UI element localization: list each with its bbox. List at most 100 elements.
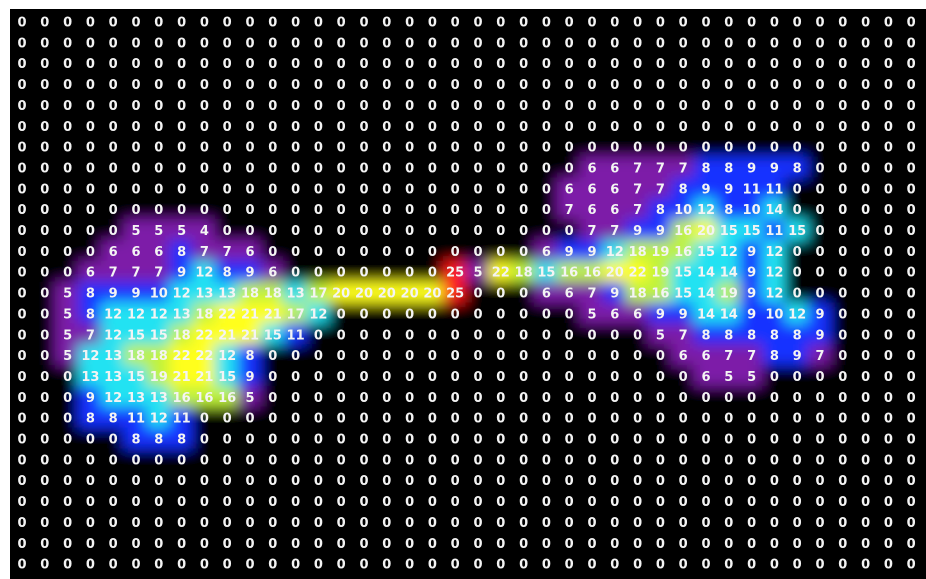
heat-cell — [876, 177, 901, 201]
cell-value: 0 — [177, 16, 186, 31]
cell-value: 0 — [428, 391, 437, 406]
heat-cell — [283, 177, 308, 201]
cell-value: 0 — [815, 287, 824, 302]
cell-value: 0 — [223, 16, 232, 31]
heat-cell — [351, 177, 377, 201]
cell-value: 0 — [314, 328, 323, 343]
heat-cell — [807, 406, 833, 430]
cell-value: 0 — [793, 57, 802, 72]
heat-cell — [556, 93, 582, 117]
heat-cell — [100, 344, 126, 368]
cell-value: 11 — [127, 412, 145, 427]
cell-value: 0 — [382, 495, 391, 510]
heat-cell — [534, 552, 559, 576]
cell-value: 0 — [154, 78, 163, 93]
cell-value: 0 — [565, 412, 574, 427]
cell-value: 0 — [701, 558, 710, 573]
heat-cell — [192, 281, 217, 305]
heat-cell — [420, 448, 445, 472]
cell-value: 0 — [131, 537, 140, 552]
cell-value: 0 — [542, 57, 551, 72]
cell-value: 0 — [610, 99, 619, 114]
cell-value: 0 — [154, 141, 163, 156]
cell-value: 7 — [154, 266, 163, 281]
cell-value: 0 — [17, 266, 26, 281]
heat-cell — [442, 73, 468, 96]
heat-cell — [260, 156, 286, 180]
cell-value: 6 — [633, 307, 642, 322]
cell-value: 0 — [861, 78, 870, 93]
cell-value: 13 — [150, 391, 168, 406]
heat-cell — [784, 260, 810, 284]
cell-value: 6 — [86, 266, 95, 281]
heat-cell — [739, 73, 764, 96]
cell-value: 0 — [884, 203, 893, 218]
cell-value: 0 — [838, 120, 847, 135]
heat-cell — [579, 73, 605, 96]
cell-value: 0 — [223, 57, 232, 72]
heat-cell — [260, 510, 286, 534]
cell-value: 4 — [200, 224, 209, 239]
cell-value: 0 — [793, 287, 802, 302]
heat-cell — [807, 385, 833, 409]
heat-cell — [214, 302, 240, 326]
heat-cell — [602, 510, 628, 534]
cell-value: 0 — [86, 141, 95, 156]
heat-cell — [693, 385, 719, 409]
cell-value: 0 — [428, 537, 437, 552]
cell-value: 0 — [907, 391, 916, 406]
cell-value: 0 — [542, 391, 551, 406]
cell-value: 0 — [63, 474, 72, 489]
cell-value: 0 — [473, 558, 482, 573]
heat-cell — [146, 52, 172, 76]
heat-cell — [648, 281, 673, 305]
cell-value: 0 — [724, 558, 733, 573]
heat-cell — [670, 260, 696, 284]
cell-value: 0 — [519, 307, 528, 322]
cell-value: 0 — [473, 453, 482, 468]
heat-cell — [511, 510, 536, 534]
heat-cell — [784, 52, 810, 76]
heat-cell — [739, 323, 764, 347]
heat-cell — [283, 406, 308, 430]
heat-cell — [351, 198, 377, 222]
cell-value: 0 — [154, 495, 163, 510]
heat-cell — [32, 93, 58, 117]
heat-cell — [123, 469, 149, 493]
heat-cell — [511, 93, 536, 117]
cell-value: 0 — [610, 391, 619, 406]
heat-cell — [602, 385, 628, 409]
cell-value: 0 — [724, 453, 733, 468]
cell-value: 0 — [451, 245, 460, 260]
cell-value: 0 — [405, 99, 414, 114]
cell-value: 0 — [17, 433, 26, 448]
heat-cell — [260, 302, 286, 326]
cell-value: 0 — [200, 57, 209, 72]
heat-cell — [488, 52, 514, 76]
heat-cell — [55, 323, 80, 347]
heat-cell — [420, 531, 445, 555]
cell-value: 6 — [542, 287, 551, 302]
cell-value: 0 — [200, 36, 209, 51]
heat-cell — [534, 156, 559, 180]
cell-value: 0 — [451, 328, 460, 343]
heat-cell — [123, 177, 149, 201]
heat-cell — [830, 219, 856, 242]
cell-value: 0 — [314, 141, 323, 156]
heat-cell — [465, 198, 491, 222]
heat-cell — [32, 219, 58, 242]
cell-value: 0 — [473, 307, 482, 322]
cell-value: 0 — [907, 328, 916, 343]
cell-value: 8 — [86, 412, 95, 427]
heat-cell — [534, 427, 559, 451]
heat-cell — [579, 490, 605, 513]
cell-value: 0 — [177, 36, 186, 51]
heat-cell — [853, 365, 878, 388]
heat-cell — [420, 344, 445, 368]
cell-value: 8 — [724, 328, 733, 343]
heat-cell — [830, 531, 856, 555]
cell-value: 0 — [724, 433, 733, 448]
cell-value: 0 — [496, 328, 505, 343]
heat-cell — [534, 448, 559, 472]
heat-cell — [397, 10, 422, 34]
